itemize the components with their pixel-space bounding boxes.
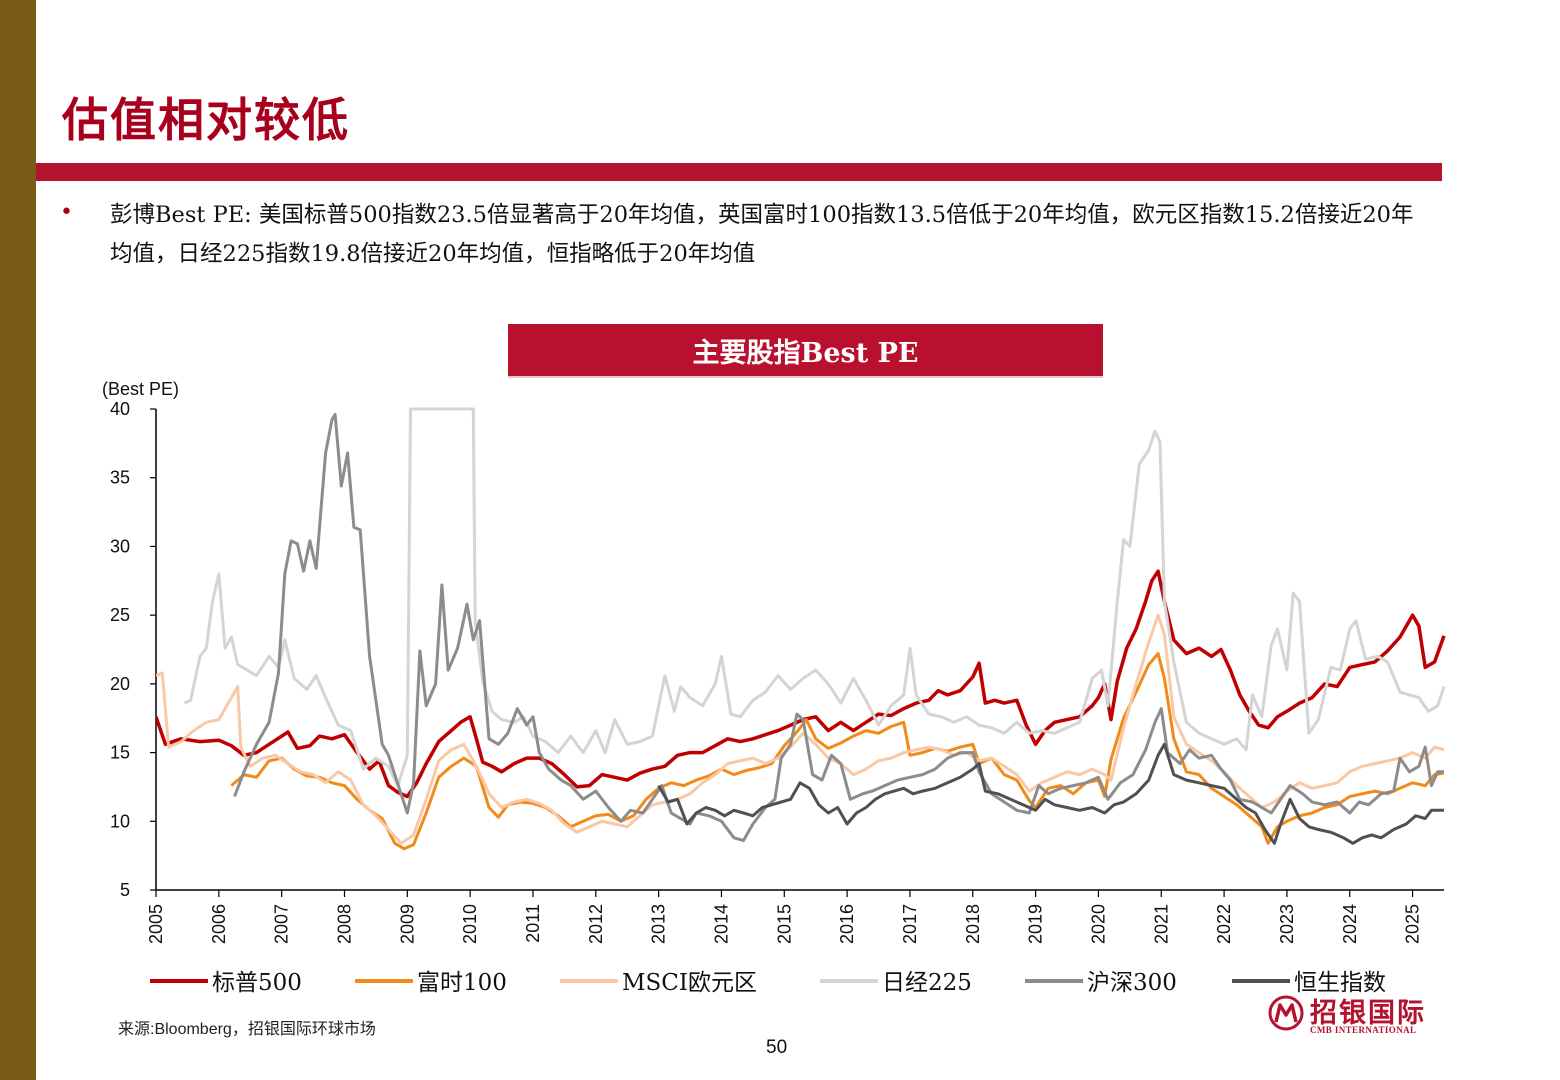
y-axis-label: (Best PE) [102,379,179,399]
y-tick-label: 10 [110,811,130,831]
x-tick-label: 2005 [146,904,166,944]
x-tick-label: 2023 [1277,904,1297,944]
legend-label: 标普500 [212,970,302,996]
logo-mark-icon [1268,995,1304,1031]
series-line-4 [233,413,1444,842]
series-line-5 [657,742,1444,845]
bullet-marker: • [60,200,73,225]
legend-label: MSCI欧元区 [622,970,757,996]
y-tick-label: 40 [110,399,130,419]
chart-legend: 标普500 富时100 MSCI欧元区 日经225 沪深300 恒生指数 [150,970,1386,996]
x-tick-label: 2025 [1403,904,1423,944]
bullet-text: 彭博Best PE: 美国标普500指数23.5倍显著高于20年均值，英国富时1… [110,202,1414,267]
chart-title: 主要股指Best PE [508,324,1103,378]
series-line-1 [230,652,1445,851]
y-tick-label: 15 [110,743,130,763]
x-tick-label: 2008 [334,904,354,944]
series-line-0 [156,569,1446,799]
series-lines [156,407,1446,851]
series-line-3 [183,407,1446,788]
x-tick-label: 2017 [900,904,920,944]
x-tick-label: 2016 [837,904,857,944]
x-tick-label: 2014 [711,904,731,944]
y-tick-label: 30 [110,536,130,556]
x-tick-label: 2012 [586,904,606,944]
x-tick-label: 2009 [397,904,417,944]
x-tick-label: 2020 [1088,904,1108,944]
side-bar [0,0,36,1080]
legend-label: 富时100 [417,970,507,996]
y-tick-label: 5 [120,880,130,900]
page-number: 50 [766,1037,788,1058]
y-tick-label: 25 [110,605,130,625]
source-note: 来源:Bloomberg，招银国际环球市场 [118,1021,376,1038]
x-tick-label: 2021 [1151,904,1171,944]
y-tick-label: 35 [110,468,130,488]
x-tick-label: 2013 [649,904,669,944]
logo-english-text: CMB INTERNATIONAL [1310,1025,1417,1035]
logo-chinese-text: 招银国际 [1310,998,1426,1029]
legend-label: 日经225 [882,970,972,996]
y-tick-label: 20 [110,674,130,694]
x-tick-label: 2015 [774,904,794,944]
page-title: 估值相对较低 [62,93,350,147]
legend-label: 沪深300 [1087,970,1177,996]
x-tick-label: 2007 [272,904,292,944]
title-rule [36,163,1442,181]
x-tick-label: 2018 [963,904,983,944]
x-tick-label: 2019 [1026,904,1046,944]
legend-label: 恒生指数 [1294,970,1386,996]
x-tick-label: 2022 [1214,904,1234,944]
cmb-international-logo: 招银国际 CMB INTERNATIONAL [1268,993,1446,1037]
x-tick-label: 2011 [523,904,543,943]
x-tick-label: 2010 [460,904,480,944]
x-tick-label: 2006 [209,904,229,944]
x-tick-label: 2024 [1340,904,1360,944]
